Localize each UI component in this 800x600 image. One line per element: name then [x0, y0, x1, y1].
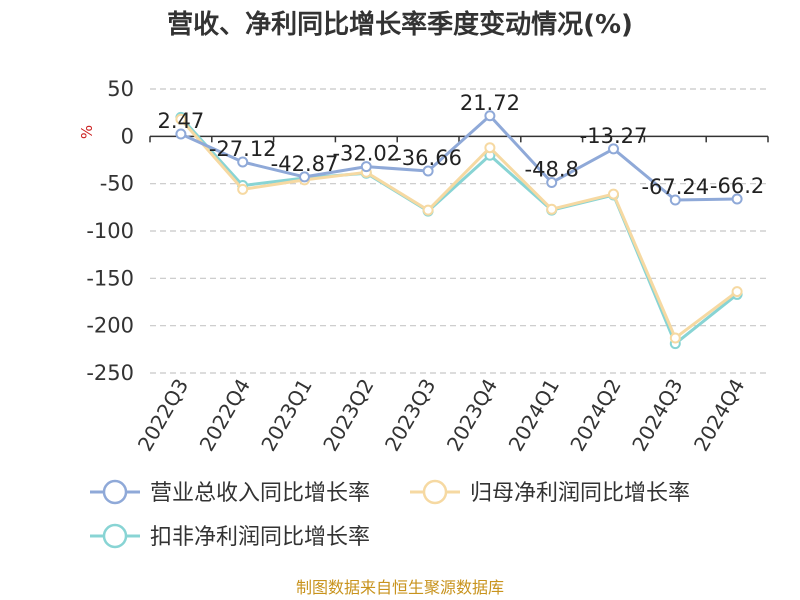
legend-label: 归母净利润同比增长率	[470, 481, 690, 506]
data-label: -67.24	[641, 175, 709, 199]
x-tick-label: 2024Q3	[627, 375, 687, 456]
x-tick-label: 2024Q4	[689, 375, 749, 456]
data-label: -32.02	[332, 142, 400, 166]
data-point	[422, 165, 434, 177]
series-layer	[175, 110, 743, 350]
data-point	[731, 286, 743, 298]
data-label: -36.66	[394, 146, 462, 170]
series-line	[179, 118, 739, 340]
y-tick-label: 0	[121, 124, 134, 148]
x-tick-label: 2023Q2	[318, 375, 378, 456]
data-label: -27.12	[209, 137, 277, 161]
data-label: -13.27	[580, 124, 648, 148]
y-axis-ticks: 50 0 -50 -100 -150 -200 -250	[86, 77, 134, 385]
data-labels: 2.47-27.12-42.87-32.02-36.66 21.72 -48.8-1…	[158, 91, 765, 199]
x-tick-label: 2022Q3	[133, 375, 193, 456]
data-point	[175, 113, 187, 125]
data-point	[608, 143, 619, 155]
x-tick-label: 2023Q1	[256, 375, 316, 456]
legend-label: 营业总收入同比增长率	[150, 481, 370, 506]
data-point	[422, 204, 434, 216]
legend-marker	[102, 523, 128, 549]
data-point	[546, 177, 558, 189]
data-point	[731, 193, 743, 205]
source-note: 制图数据来自恒生聚源数据库	[296, 578, 504, 597]
legend-item: 扣非净利润同比增长率	[90, 523, 370, 550]
y-axis-unit: %	[78, 125, 96, 139]
y-tick-label: -150	[86, 266, 134, 290]
data-point	[669, 194, 681, 206]
legend-item: 归母净利润同比增长率	[410, 479, 690, 506]
data-point	[175, 128, 187, 140]
y-tick-label: -200	[86, 314, 134, 338]
data-point	[299, 171, 310, 183]
data-point	[237, 183, 249, 195]
data-point	[484, 110, 496, 122]
x-tick-label: 2023Q3	[380, 374, 440, 455]
data-label: 21.72	[460, 91, 520, 115]
legend-marker	[422, 479, 448, 505]
data-label: -66.2	[710, 174, 764, 198]
legend-marker	[102, 479, 128, 505]
chart-title: 营收、净利同比增长率季度变动情况(%)	[167, 9, 633, 40]
x-tick-label: 2024Q1	[504, 375, 564, 456]
data-point	[608, 188, 619, 200]
data-point	[237, 156, 249, 168]
legend-label: 扣非净利润同比增长率	[150, 525, 370, 550]
legend-item: 营业总收入同比增长率	[90, 479, 370, 506]
data-point	[546, 203, 558, 215]
x-tick-label: 2023Q4	[442, 375, 502, 456]
data-point	[484, 142, 496, 154]
x-tick-label: 2022Q4	[195, 375, 255, 456]
grid-lines	[150, 88, 768, 374]
data-label: 2.47	[158, 109, 205, 133]
y-tick-label: -50	[100, 172, 134, 196]
data-point	[360, 161, 372, 173]
data-label: -42.87	[271, 152, 339, 176]
y-tick-label: -250	[86, 361, 134, 385]
data-label: -48.8	[525, 158, 579, 182]
series-line	[180, 114, 738, 202]
data-point	[669, 332, 681, 344]
y-tick-label: -100	[86, 219, 134, 243]
x-tick-label: 2024Q2	[565, 375, 625, 456]
y-tick-label: 50	[107, 77, 134, 101]
series-1	[175, 110, 743, 206]
